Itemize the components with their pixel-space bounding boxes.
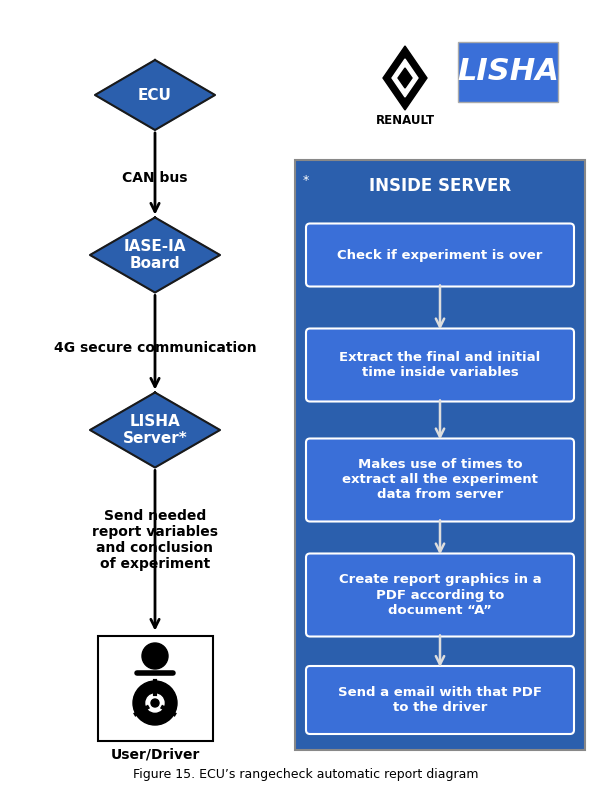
Text: User/Driver: User/Driver xyxy=(111,747,200,762)
Text: 4G secure communication: 4G secure communication xyxy=(54,341,256,355)
FancyBboxPatch shape xyxy=(295,160,585,750)
Text: IASE-IA
Board: IASE-IA Board xyxy=(124,239,186,271)
Polygon shape xyxy=(90,392,220,467)
Text: INSIDE SERVER: INSIDE SERVER xyxy=(369,177,511,195)
FancyBboxPatch shape xyxy=(306,666,574,734)
Circle shape xyxy=(146,694,164,712)
Circle shape xyxy=(142,643,168,669)
Text: ECU: ECU xyxy=(138,88,172,103)
Text: Extract the final and initial
time inside variables: Extract the final and initial time insid… xyxy=(339,351,541,379)
FancyBboxPatch shape xyxy=(306,554,574,637)
FancyBboxPatch shape xyxy=(458,42,558,102)
Text: Send needed
report variables
and conclusion
of experiment: Send needed report variables and conclus… xyxy=(92,509,218,571)
Polygon shape xyxy=(392,59,418,97)
Text: Figure 15. ECU’s rangecheck automatic report diagram: Figure 15. ECU’s rangecheck automatic re… xyxy=(133,768,478,781)
Text: RENAULT: RENAULT xyxy=(375,113,434,127)
Polygon shape xyxy=(383,46,427,110)
Circle shape xyxy=(133,681,177,725)
Polygon shape xyxy=(398,68,412,88)
Polygon shape xyxy=(90,218,220,293)
Text: LISHA
Server*: LISHA Server* xyxy=(123,414,188,446)
FancyBboxPatch shape xyxy=(306,438,574,521)
Text: Check if experiment is over: Check if experiment is over xyxy=(337,248,543,262)
FancyBboxPatch shape xyxy=(306,224,574,286)
Text: Create report graphics in a
PDF according to
document “A”: Create report graphics in a PDF accordin… xyxy=(338,573,541,616)
Text: LISHA: LISHA xyxy=(457,58,559,86)
Polygon shape xyxy=(95,60,215,130)
Text: *: * xyxy=(303,174,309,187)
Text: Send a email with that PDF
to the driver: Send a email with that PDF to the driver xyxy=(338,686,542,714)
Circle shape xyxy=(151,699,159,707)
Text: CAN bus: CAN bus xyxy=(122,171,188,185)
FancyBboxPatch shape xyxy=(98,635,213,740)
FancyBboxPatch shape xyxy=(306,328,574,402)
Text: Makes use of times to
extract all the experiment
data from server: Makes use of times to extract all the ex… xyxy=(342,459,538,501)
